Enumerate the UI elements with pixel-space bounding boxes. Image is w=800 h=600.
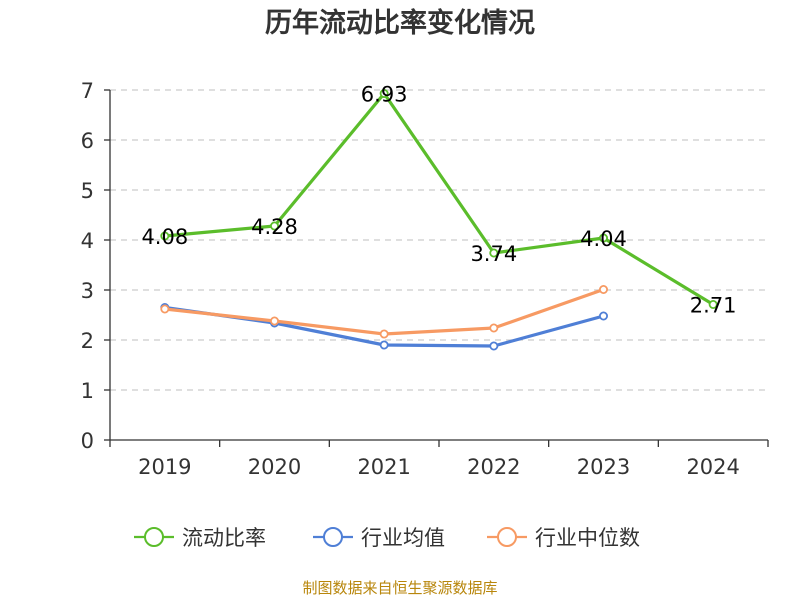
y-tick-label: 1 — [81, 379, 94, 403]
data-point[interactable] — [599, 311, 609, 321]
x-tick-label: 2019 — [138, 455, 191, 479]
legend-label: 流动比率 — [182, 526, 266, 550]
y-tick-label: 5 — [81, 179, 94, 203]
y-tick-label: 4 — [81, 229, 94, 253]
y-tick-label: 0 — [81, 429, 94, 453]
data-labels: 4.08 4.28 6.93 3.74 4.04 2.71 — [141, 83, 736, 318]
data-point[interactable] — [599, 233, 609, 243]
chart-title: 历年流动比率变化情况 — [265, 7, 535, 39]
legend-marker-icon — [144, 527, 164, 547]
x-tick-label: 2020 — [248, 455, 301, 479]
data-point[interactable] — [379, 340, 389, 350]
legend-label: 行业中位数 — [535, 526, 640, 550]
series-2 — [160, 284, 609, 339]
source-footnote: 制图数据来自恒生聚源数据库 — [302, 579, 497, 597]
legend[interactable]: 流动比率 行业均值 行业中位数 — [134, 526, 640, 550]
legend-label: 行业均值 — [361, 526, 445, 550]
data-point[interactable] — [160, 231, 170, 241]
data-point[interactable] — [489, 323, 499, 333]
axes: 0 1 2 3 4 5 6 7 2019 2020 2021 2022 2023 2024 — [81, 79, 769, 479]
y-tick-label: 2 — [81, 329, 94, 353]
data-point[interactable] — [269, 316, 279, 326]
data-point[interactable] — [489, 248, 499, 258]
series-line — [164, 91, 714, 306]
data-label: 4.08 — [141, 225, 188, 249]
legend-marker-icon — [497, 527, 517, 547]
y-tick-label: 3 — [81, 279, 94, 303]
legend-item[interactable]: 行业中位数 — [487, 526, 640, 550]
data-point[interactable] — [269, 221, 279, 231]
data-label: 4.28 — [251, 215, 298, 239]
legend-item[interactable]: 行业均值 — [313, 526, 445, 550]
series — [160, 89, 718, 351]
data-label: 4.04 — [580, 227, 627, 251]
legend-marker-icon — [323, 527, 343, 547]
data-point[interactable] — [489, 341, 499, 351]
data-label: 6.93 — [361, 83, 408, 107]
data-point[interactable] — [708, 299, 718, 309]
data-point[interactable] — [599, 284, 609, 294]
data-label: 2.71 — [690, 294, 737, 318]
series-line — [164, 287, 605, 336]
y-tick-label: 7 — [81, 79, 94, 103]
y-tick-label: 6 — [81, 129, 94, 153]
series-0 — [160, 89, 718, 309]
data-point[interactable] — [379, 89, 389, 99]
data-label: 3.74 — [470, 242, 517, 266]
data-point[interactable] — [160, 304, 170, 314]
x-tick-label: 2021 — [357, 455, 410, 479]
legend-item[interactable]: 流动比率 — [134, 526, 266, 550]
x-tick-label: 2022 — [467, 455, 520, 479]
x-tick-label: 2024 — [686, 455, 739, 479]
x-tick-label: 2023 — [577, 455, 630, 479]
data-point[interactable] — [379, 329, 389, 339]
